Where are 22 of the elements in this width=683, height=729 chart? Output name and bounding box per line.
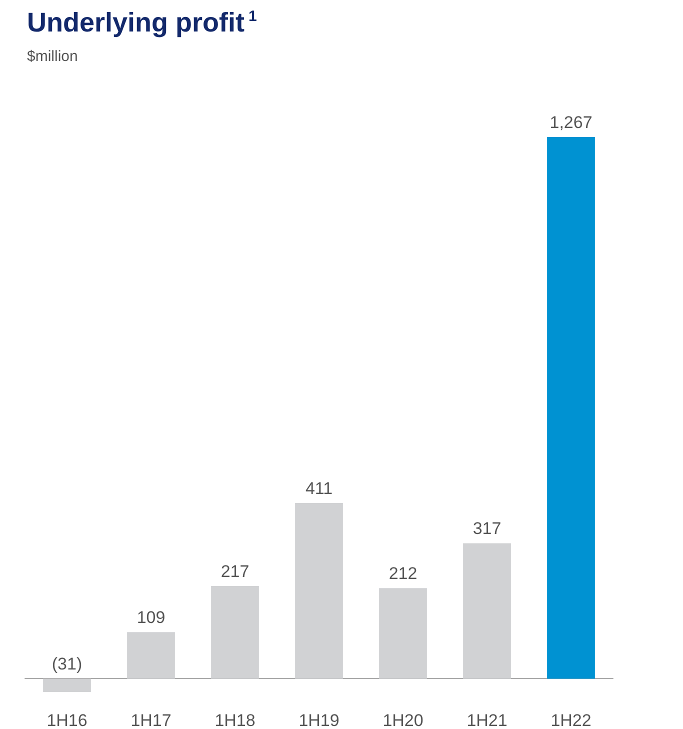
bar bbox=[127, 632, 175, 679]
bar bbox=[379, 588, 427, 679]
bar bbox=[43, 678, 91, 692]
data-label: 212 bbox=[388, 564, 418, 584]
data-label: 411 bbox=[305, 479, 333, 498]
x-tick-label: 1H22 bbox=[550, 711, 592, 729]
x-tick-label: 1H17 bbox=[130, 711, 172, 729]
data-label: 317 bbox=[472, 519, 502, 538]
x-tick-label: 1H18 bbox=[214, 711, 256, 729]
x-tick-label: 1H21 bbox=[466, 711, 508, 729]
bar bbox=[211, 586, 259, 679]
data-label: 217 bbox=[220, 562, 250, 581]
bar bbox=[463, 543, 511, 679]
x-tick-label: 1H19 bbox=[298, 711, 340, 729]
bar bbox=[295, 503, 343, 679]
x-tick-label: 1H20 bbox=[382, 711, 424, 729]
data-label: 1,267 bbox=[550, 113, 592, 132]
data-label: 109 bbox=[136, 608, 166, 628]
chart-subtitle: $million bbox=[27, 48, 78, 65]
data-label: (31) bbox=[52, 654, 82, 674]
bar bbox=[547, 137, 595, 679]
x-tick-label: 1H16 bbox=[46, 711, 88, 729]
